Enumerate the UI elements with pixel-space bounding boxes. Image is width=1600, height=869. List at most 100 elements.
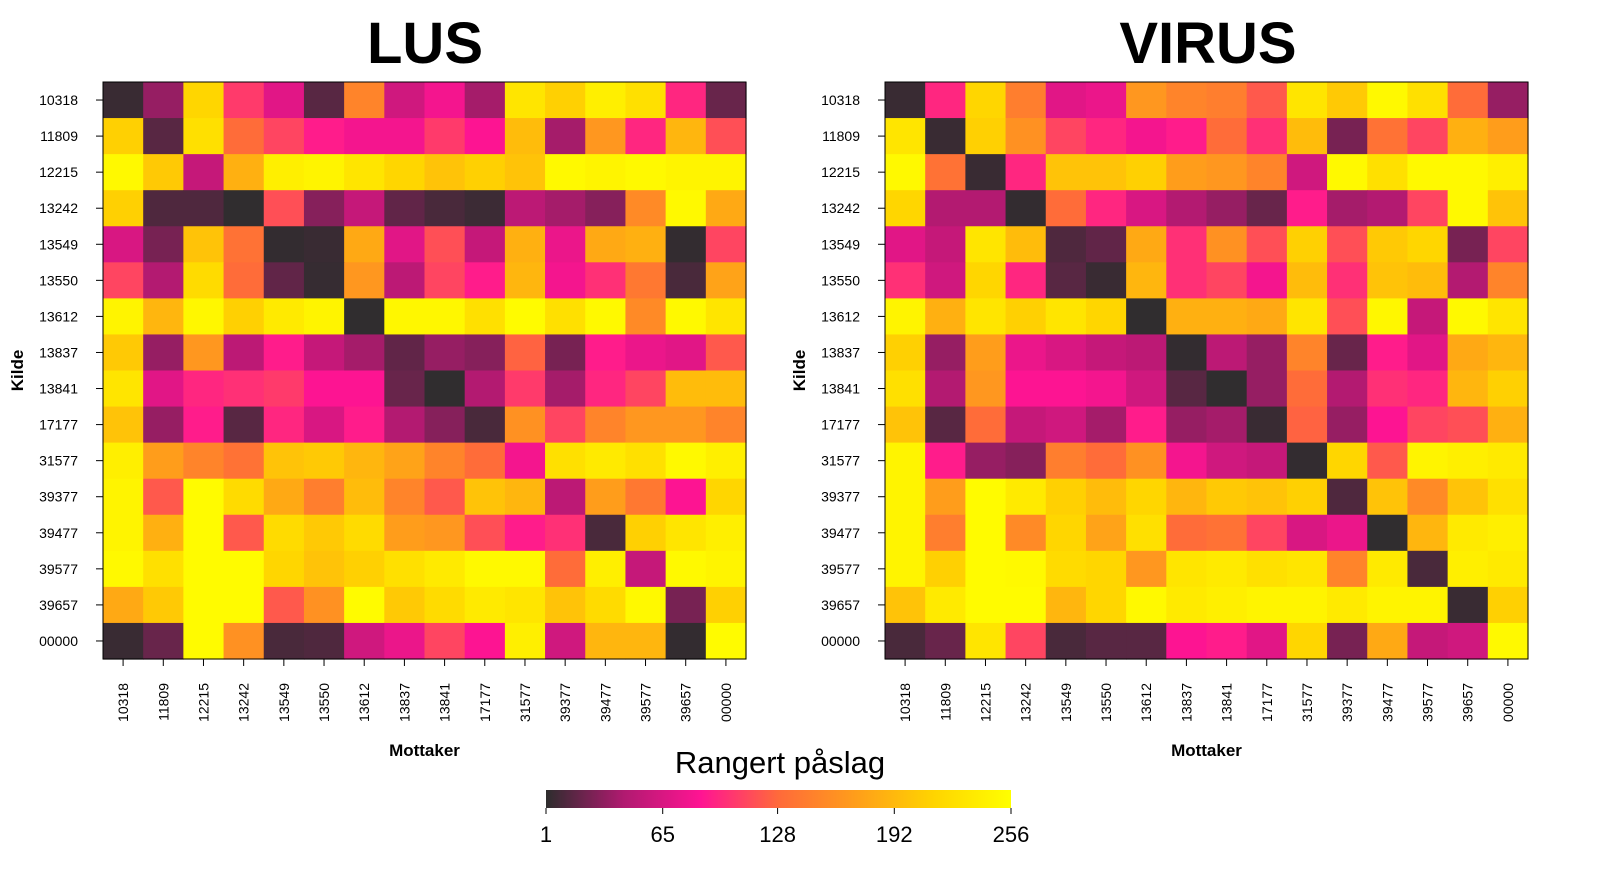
heatmap-cell xyxy=(143,118,184,155)
heatmap-cell xyxy=(1246,190,1288,227)
heatmap-cell xyxy=(384,190,426,227)
heatmap-cell xyxy=(665,298,707,336)
heatmap-cell xyxy=(384,154,426,191)
heatmap-cell xyxy=(424,406,466,444)
heatmap-cell xyxy=(103,514,144,552)
heatmap-cell xyxy=(1045,262,1087,299)
heatmap-cell xyxy=(464,586,506,624)
heatmap-cell xyxy=(1367,406,1409,444)
heatmap-cell xyxy=(585,442,627,480)
legend-color-bar xyxy=(546,790,1011,808)
heatmap-cell xyxy=(705,586,747,624)
heatmap-cell xyxy=(1166,370,1208,408)
heatmap-cell xyxy=(183,406,225,444)
heatmap-cell xyxy=(545,334,586,372)
heatmap-cell xyxy=(223,478,265,516)
heatmap-cell xyxy=(1327,478,1368,516)
heatmap-cell xyxy=(1447,370,1489,408)
y-tick-label: 12215 xyxy=(821,164,860,180)
heatmap-cell xyxy=(1246,622,1288,660)
heatmap-cell xyxy=(1246,370,1288,408)
heatmap-cell xyxy=(885,550,926,588)
heatmap-cell xyxy=(625,190,667,227)
heatmap-cell xyxy=(1487,334,1529,372)
heatmap-cell xyxy=(1407,82,1449,119)
heatmap-cell xyxy=(183,226,225,263)
heatmap-cell xyxy=(263,550,305,588)
heatmap-cell xyxy=(625,82,667,119)
heatmap-cell xyxy=(1246,514,1288,552)
heatmap-cell xyxy=(1367,154,1409,191)
heatmap-cell xyxy=(143,622,184,660)
heatmap-cell xyxy=(1045,154,1087,191)
heatmap-cell xyxy=(143,550,184,588)
heatmap-cell xyxy=(424,298,466,336)
heatmap-cell xyxy=(384,550,426,588)
x-tick-label: 17177 xyxy=(1259,683,1275,722)
heatmap-cell xyxy=(344,370,385,408)
heatmap-cell xyxy=(223,370,265,408)
heatmap-cell xyxy=(263,82,305,119)
heatmap-cell xyxy=(1447,586,1489,624)
heatmap-cell xyxy=(625,622,667,660)
x-tick-label: 31577 xyxy=(517,683,533,722)
heatmap-cell xyxy=(1407,406,1449,444)
heatmap-cell xyxy=(424,550,466,588)
heatmap-cell xyxy=(1005,118,1047,155)
heatmap-cell xyxy=(344,190,385,227)
heatmap-cell xyxy=(424,118,466,155)
heatmap-cell xyxy=(665,550,707,588)
heatmap-cell xyxy=(545,442,586,480)
heatmap-cell xyxy=(183,154,225,191)
y-tick-label: 00000 xyxy=(821,633,860,649)
heatmap-cell xyxy=(1126,226,1167,263)
heatmap-cell xyxy=(424,226,466,263)
heatmap-cell xyxy=(665,622,707,660)
heatmap-cell xyxy=(1286,118,1328,155)
y-tick-label: 13242 xyxy=(39,200,78,216)
heatmap-cell xyxy=(303,190,345,227)
heatmap-cell xyxy=(1407,478,1449,516)
heatmap-cell xyxy=(625,262,667,299)
heatmap-cell xyxy=(1407,370,1449,408)
y-tick-label: 39377 xyxy=(821,489,860,505)
heatmap-cell xyxy=(1085,622,1127,660)
heatmap-cell xyxy=(1286,298,1328,336)
heatmap-cell xyxy=(1367,190,1409,227)
heatmap-cell xyxy=(464,298,506,336)
heatmap-cell xyxy=(183,622,225,660)
heatmap-title-lus: LUS xyxy=(367,11,483,76)
heatmap-cell xyxy=(1126,550,1167,588)
heatmap-cell xyxy=(705,514,747,552)
heatmap-cell xyxy=(1126,622,1167,660)
heatmap-cell xyxy=(384,622,426,660)
heatmap-cell xyxy=(103,406,144,444)
x-tick-label: 39657 xyxy=(678,683,694,722)
heatmap-cell xyxy=(625,370,667,408)
heatmap-cell xyxy=(103,82,144,119)
heatmap-cell xyxy=(263,478,305,516)
heatmap-cell xyxy=(344,406,385,444)
legend-tick-label: 128 xyxy=(759,822,796,847)
heatmap-cell xyxy=(545,550,586,588)
heatmap-cell xyxy=(384,82,426,119)
heatmap-cell xyxy=(545,514,586,552)
heatmap-cell xyxy=(1085,478,1127,516)
heatmap-cell xyxy=(183,298,225,336)
x-tick-label: 13242 xyxy=(236,683,252,722)
heatmap-cell xyxy=(925,190,966,227)
heatmap-cell xyxy=(1407,586,1449,624)
heatmap-cell xyxy=(545,622,586,660)
heatmap-cell xyxy=(965,226,1007,263)
heatmap-cell xyxy=(665,406,707,444)
heatmap-cell xyxy=(1045,550,1087,588)
y-tick-label: 13612 xyxy=(39,308,78,324)
x-axis-title-lus: Mottaker xyxy=(389,741,460,760)
heatmap-cell xyxy=(143,82,184,119)
heatmap-cell xyxy=(263,190,305,227)
heatmap-cell xyxy=(143,478,184,516)
heatmap-cell xyxy=(1286,586,1328,624)
heatmap-cell xyxy=(263,154,305,191)
heatmap-frame-lus xyxy=(102,81,747,660)
heatmap-cell xyxy=(925,550,966,588)
